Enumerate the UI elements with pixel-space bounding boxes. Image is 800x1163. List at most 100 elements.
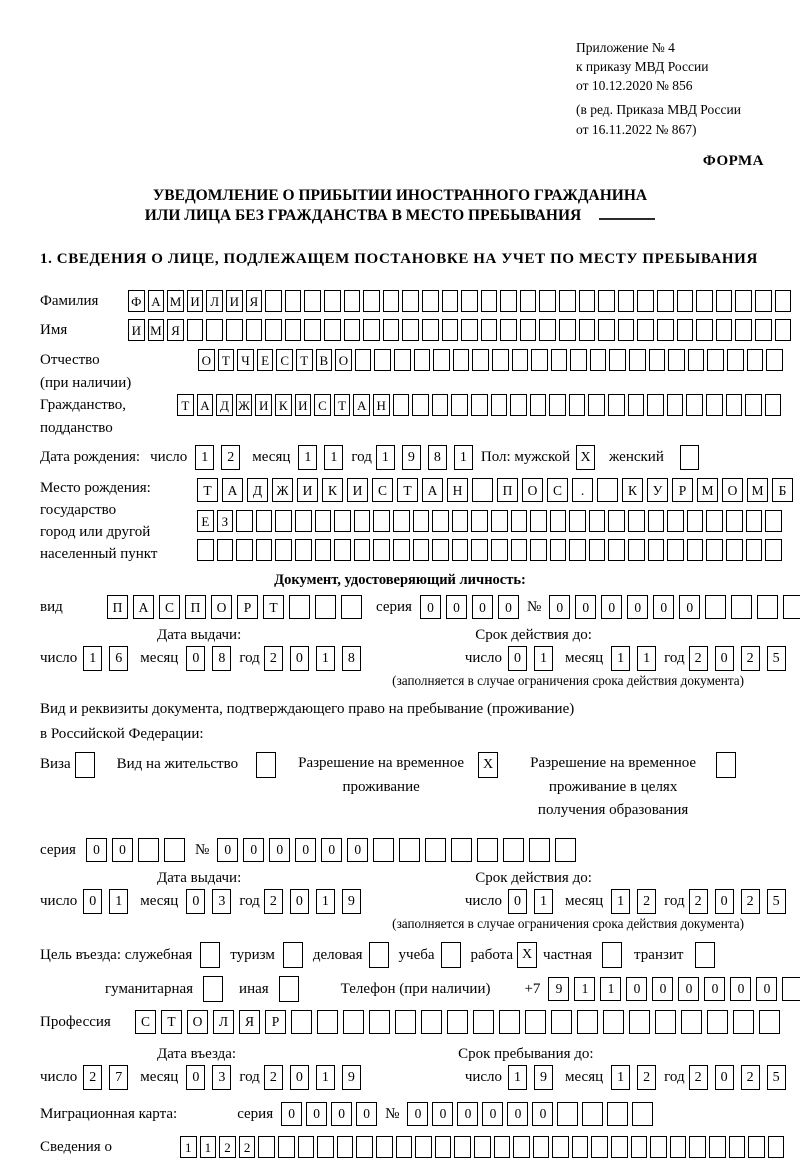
form-cell (598, 319, 615, 342)
form-cell (549, 394, 566, 417)
form-cell (432, 510, 449, 533)
form-cell (529, 394, 547, 417)
form-cell: И (347, 478, 368, 503)
form-title-line2: ИЛИ ЛИЦА БЕЗ ГРАЖДАНСТВА В МЕСТО ПРЕБЫВА… (0, 206, 800, 226)
month-label: месяц (565, 650, 604, 667)
form-cell (774, 319, 792, 342)
form-cell (589, 349, 607, 372)
form-cell (525, 1010, 546, 1035)
guardians-label-line2: законных (40, 1158, 180, 1163)
form-cell (363, 290, 380, 313)
purpose-business-label: деловая (312, 946, 363, 963)
form-cell (278, 976, 299, 1003)
entry-purpose-row: Цель въезда: служебная туризм деловая уч… (0, 942, 800, 969)
purpose-official-checkbox (200, 942, 221, 969)
sex-male-checkbox: X (576, 445, 596, 471)
purpose-private-label: частная (543, 946, 593, 963)
form-cell (570, 349, 587, 372)
form-cell: 0 (652, 977, 674, 1002)
form-cell: О (198, 349, 215, 372)
form-cell (392, 394, 410, 417)
form-title-line1: УВЕДОМЛЕНИЕ О ПРИБЫТИИ ИНОСТРАННОГО ГРАЖ… (152, 186, 648, 204)
form-cell: 1 (600, 977, 622, 1002)
form-cell (647, 539, 665, 562)
form-cell (669, 1136, 687, 1159)
form-cell (343, 319, 361, 342)
residence-dates-header: Дата выдачи: Срок действия до: (0, 870, 800, 887)
form-cell (582, 1102, 604, 1127)
form-cell: Я (245, 290, 263, 313)
form-cell (343, 1010, 364, 1035)
form-cell (510, 510, 528, 533)
form-cell (519, 290, 537, 313)
form-cell (577, 1010, 598, 1035)
form-cell: И (294, 394, 312, 417)
form-cell: 2 (637, 889, 657, 915)
form-cell (588, 539, 606, 562)
year-label: год (664, 1069, 685, 1086)
form-cell: 9 (341, 889, 361, 915)
sex-female-label: женский (609, 449, 664, 466)
day-label: число (150, 449, 188, 466)
form-cell (421, 319, 439, 342)
form-cell: П (497, 478, 518, 503)
form-cell (472, 349, 489, 372)
form-cell (707, 1010, 728, 1035)
form-cell (715, 290, 733, 313)
form-cell: 1 (315, 1065, 335, 1091)
form-cell: О (187, 1010, 208, 1035)
form-cell: Т (333, 394, 351, 417)
form-cell (598, 290, 615, 313)
form-cell: 0 (186, 1065, 206, 1091)
form-cell (555, 838, 577, 863)
form-cell (304, 290, 321, 313)
form-cell: 0 (445, 595, 467, 620)
form-cell (353, 539, 371, 562)
form-cell (588, 510, 606, 533)
form-cell (686, 394, 704, 417)
form-cell (216, 539, 234, 562)
form-cell (500, 319, 517, 342)
form-cell: 0 (243, 838, 265, 863)
form-cell (356, 1136, 373, 1159)
form-cell (705, 595, 727, 620)
form-cell: Т (397, 478, 418, 503)
form-cell: З (216, 510, 234, 533)
citizenship-label: Гражданство, подданство (40, 394, 177, 439)
form-label: ФОРМА (702, 152, 764, 169)
form-cell (395, 1136, 413, 1159)
form-cell (425, 838, 447, 863)
form-cell (766, 349, 783, 372)
form-cell (441, 290, 459, 313)
purpose-official-label: Цель въезда: служебная (40, 946, 193, 963)
form-cell: 0 (407, 1102, 429, 1127)
form-cell: 1 (611, 889, 631, 915)
form-cell: Д (247, 478, 268, 503)
form-cell (666, 394, 684, 417)
form-cell: Т (177, 394, 194, 417)
form-cell (480, 319, 498, 342)
form-cell: 2 (219, 1136, 236, 1159)
form-cell: 9 (548, 977, 570, 1002)
form-cell: 1 (637, 646, 657, 672)
month-label: месяц (565, 1069, 604, 1086)
year-label: год (239, 893, 260, 910)
form-cell: Т (161, 1010, 182, 1035)
month-label: месяц (565, 893, 604, 910)
month-label: месяц (140, 893, 179, 910)
form-cell: В (315, 349, 333, 372)
form-cell (627, 394, 645, 417)
form-cell: Р (237, 595, 258, 620)
form-cell: Л (206, 290, 223, 313)
